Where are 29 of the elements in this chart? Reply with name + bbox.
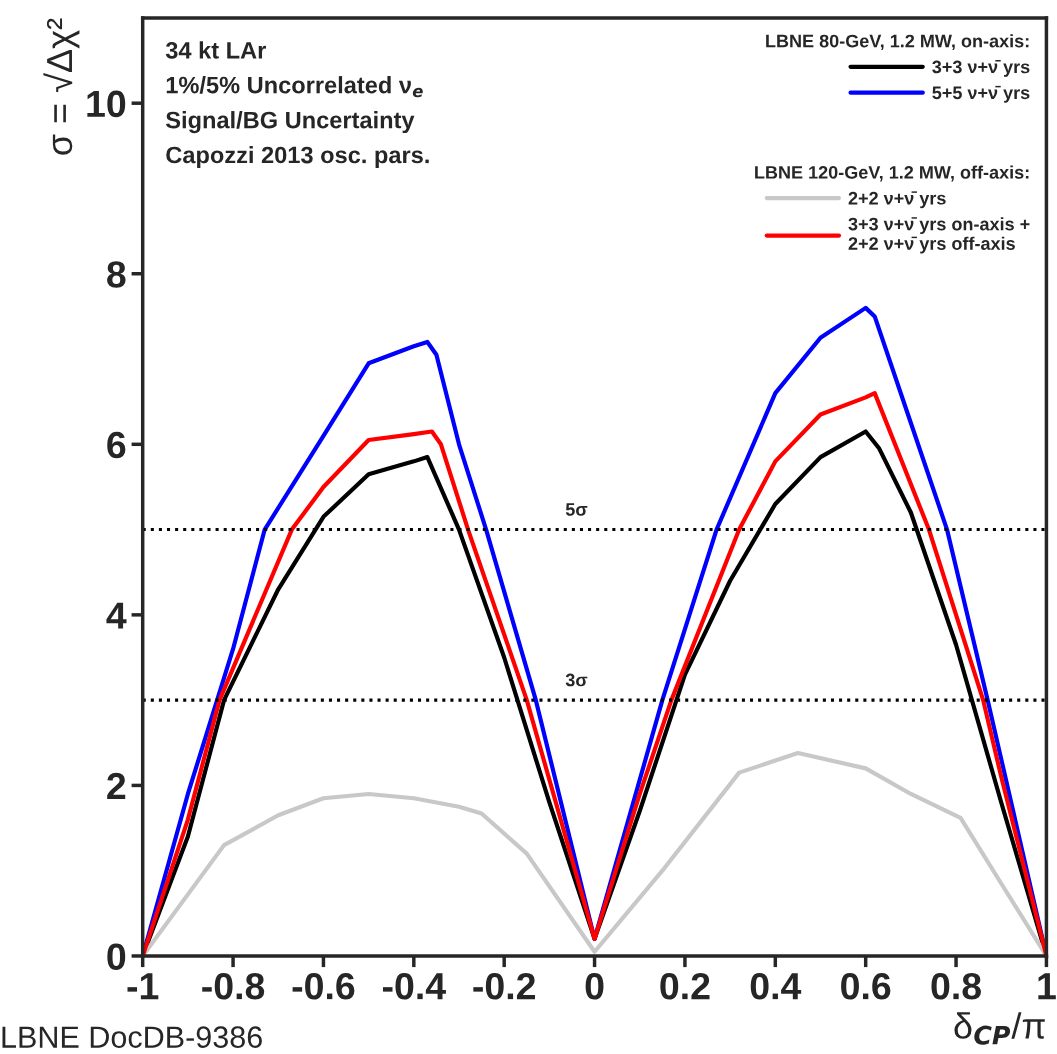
y-tick-label: 10 [87,90,126,118]
ref-line-label: 5σ [565,503,588,516]
x-tick-label: -0.4 [382,972,446,1000]
legend-label: 3+3 ν+ν̄ yrs on-axis + 2+2 ν+ν̄ yrs off-axis [848,217,1030,254]
x-tick-label: 0.6 [841,972,891,1000]
legend-label: 2+2 ν+ν̄ yrs [848,191,946,209]
text: LBNE DocDB-9386 [2,1026,262,1048]
x-tick-label: 0 [585,972,604,1000]
annotation: LBNE 80-GeV, 1.2 MW, on-axis: [766,34,1029,51]
y-tick-label: 6 [107,431,126,459]
x-axis-title: δ$_{CP}$/π [954,1012,1045,1045]
y-axis-title: σ = √Δχ² [43,18,80,155]
y-tick-label: 2 [107,772,126,800]
x-tick-label: -0.6 [292,972,355,1000]
legend-label: 5+5 ν+ν̄ yrs [932,85,1030,103]
annotation: 34 kt LAr 1%/5% Uncorrelated ν$_{e}$ Signal/BG Uncertainty Capozzi 2013 osc. pars. [165,41,429,169]
x-tick-label: -1 [127,973,159,1000]
y-tick-label: 8 [107,261,126,288]
x-tick-label: 0.2 [660,972,710,1000]
x-tick-label: -0.2 [473,972,535,1000]
annotation: LBNE 120-GeV, 1.2 MW, off-axis: [755,165,1029,182]
y-tick-label: 4 [106,602,127,629]
ref-line-label: 3σ [565,673,588,687]
x-tick-label: 1 [1038,973,1056,1000]
x-tick-label: -0.8 [202,972,265,1000]
x-tick-label: 0.8 [931,972,981,1000]
legend-label: 3+3 ν+ν̄ yrs [932,60,1030,77]
y-tick-label: 0 [107,943,126,970]
x-tick-label: 0.4 [750,972,802,1000]
